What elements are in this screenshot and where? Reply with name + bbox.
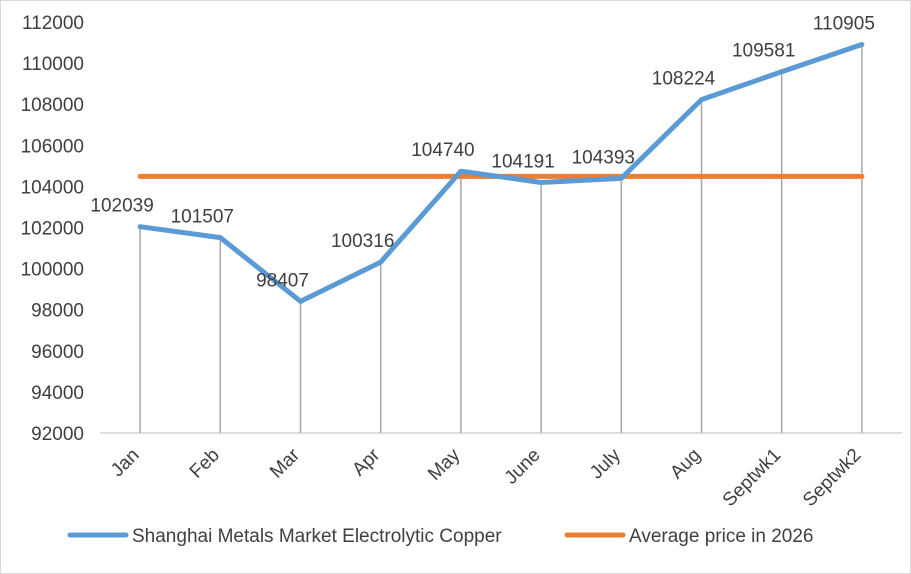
y-tick-label: 112000: [22, 13, 84, 34]
x-tick-label: Aug: [666, 445, 705, 484]
data-label: 98407: [256, 270, 309, 291]
data-label: 102039: [90, 196, 153, 217]
x-tick-label: Jan: [107, 445, 144, 482]
data-labels: 102039 101507 98407 100316 104740 104191 10439…: [90, 14, 875, 292]
data-label: 104740: [411, 140, 474, 161]
data-label: 101507: [171, 207, 234, 228]
legend-label-average: Average price in 2026: [629, 526, 814, 547]
y-axis-tick-labels: 92000 94000 96000 98000 100000 102000 104000 10…: [21, 13, 84, 445]
legend: Shanghai Metals Market Electrolytic Copp…: [67, 526, 814, 547]
data-label: 100316: [331, 231, 394, 252]
y-tick-label: 96000: [31, 342, 84, 363]
y-tick-label: 94000: [31, 383, 84, 404]
y-tick-label: 92000: [31, 424, 84, 445]
data-label: 104393: [572, 147, 635, 168]
x-tick-label: Mar: [266, 444, 304, 482]
series-lines: [137, 42, 865, 304]
x-tick-label: Septwk2: [799, 445, 865, 511]
x-tick-label: May: [424, 444, 465, 485]
x-axis-tick-labels: Jan Feb Mar Apr May June July Aug Septwk1 Septwk2: [107, 444, 865, 511]
y-tick-label: 106000: [21, 136, 84, 157]
legend-label-copper: Shanghai Metals Market Electrolytic Copp…: [132, 526, 502, 547]
data-label: 108224: [652, 69, 716, 90]
data-label: 104191: [491, 151, 554, 172]
y-tick-label: 100000: [21, 260, 84, 281]
x-tick-label: July: [586, 444, 625, 483]
y-tick-label: 108000: [21, 95, 84, 116]
data-label: 109581: [732, 41, 795, 62]
x-tick-label: June: [501, 445, 545, 489]
drop-lines: [139, 44, 863, 433]
x-tick-label: Feb: [186, 445, 224, 483]
series-line-copper: [137, 42, 865, 304]
y-tick-label: 102000: [21, 219, 84, 240]
x-tick-label: Septwk1: [719, 445, 785, 511]
y-tick-label: 110000: [22, 54, 84, 75]
x-tick-label: Apr: [348, 444, 384, 480]
y-tick-label: 98000: [31, 301, 84, 322]
data-label: 110905: [813, 14, 875, 35]
y-tick-label: 104000: [21, 177, 84, 198]
